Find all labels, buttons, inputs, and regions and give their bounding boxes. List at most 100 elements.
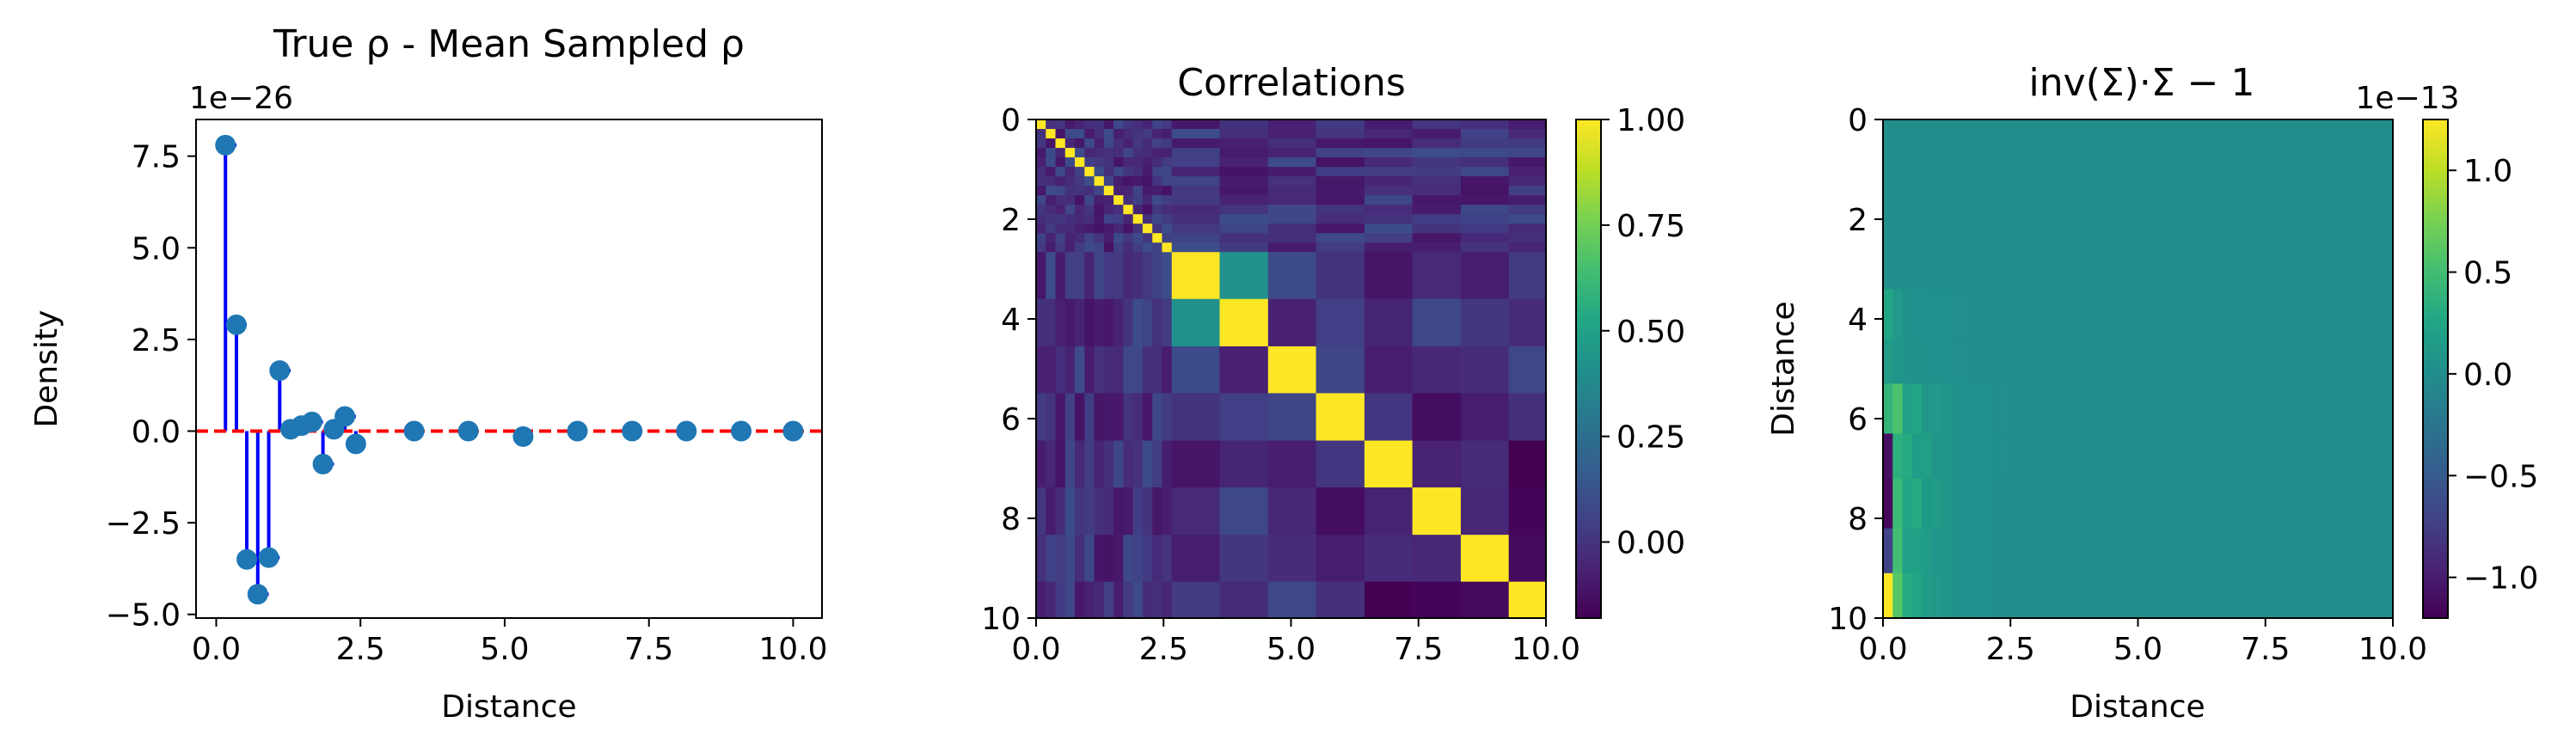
heatmap-cell (1911, 289, 1923, 340)
heatmap-cell (1989, 572, 2000, 619)
heatmap-cell (1460, 176, 1510, 187)
x-tick-label: 7.5 (2241, 632, 2290, 667)
heatmap-cell (1171, 157, 1221, 168)
heatmap-cell (1508, 214, 1547, 224)
heatmap-cell (1267, 298, 1317, 347)
stem-marker (403, 420, 425, 442)
heatmap-cell (1123, 167, 1134, 177)
heatmap-cell (1364, 346, 1414, 395)
heatmap-cell (1103, 205, 1114, 215)
residual-x-axis-label: Distance (2070, 689, 2205, 725)
heatmap-cell (1142, 205, 1153, 215)
heatmap-cell (1412, 167, 1462, 177)
heatmap-cell (1094, 167, 1105, 177)
heatmap-cell (1219, 157, 1269, 168)
heatmap-cell (1132, 223, 1144, 234)
heatmap-cell (1979, 383, 1990, 434)
heatmap-cell (1364, 252, 1414, 300)
heatmap-cell (1103, 346, 1114, 395)
heatmap-cell (1364, 205, 1414, 215)
heatmap-cell (1103, 487, 1114, 536)
stem-marker (269, 360, 291, 382)
heatmap-cell (1316, 119, 1365, 130)
heatmap-cell (1508, 346, 1547, 395)
heatmap-cell (1113, 252, 1125, 300)
heatmap-cell (1316, 167, 1365, 177)
heatmap-cell (1316, 242, 1365, 253)
heatmap-cell (1316, 214, 1365, 224)
heatmap-cell (1123, 242, 1134, 253)
heatmap-cell (1922, 383, 1932, 434)
heatmap-cell (1508, 487, 1547, 536)
heatmap-cell (1142, 223, 1153, 234)
y-tick-label: 0 (1001, 103, 1021, 138)
heatmap-cell (1036, 581, 1046, 619)
y-tick-label: 6 (1848, 402, 1868, 438)
stem-y-tick-label: 7.5 (132, 140, 181, 175)
heatmap-cell (1902, 572, 1913, 619)
heatmap-cell (1960, 433, 1972, 480)
heatmap-cell (1412, 233, 1462, 243)
heatmap-cell (1142, 148, 1153, 158)
heatmap-cell (1508, 298, 1547, 347)
stem-y-tick-label: −5.0 (106, 598, 181, 634)
heatmap-cell (1941, 383, 1952, 434)
heatmap-cell (1123, 581, 1134, 619)
heatmap-cell (1036, 214, 1046, 224)
heatmap-cell (1142, 119, 1153, 130)
heatmap-cell (1064, 157, 1076, 168)
stem-x-tick-label: 0.0 (192, 632, 241, 667)
heatmap-cell (1113, 195, 1125, 205)
heatmap-cell (1219, 129, 1269, 139)
heatmap-cell (1171, 440, 1221, 488)
heatmap-cell (1064, 195, 1076, 205)
stem-marker (301, 411, 322, 432)
heatmap-cell (1103, 148, 1114, 158)
heatmap-cell (1036, 298, 1046, 347)
heatmap-cell (1046, 242, 1057, 253)
heatmap-cell (1075, 195, 1085, 205)
heatmap-cell (1162, 186, 1173, 196)
heatmap-cell (1152, 138, 1163, 149)
stem-y-tick-label: 0.0 (132, 415, 181, 450)
heatmap-cell (1219, 393, 1269, 442)
y-tick-label: 4 (1001, 303, 1021, 338)
heatmap-cell (1960, 528, 1972, 574)
heatmap-cell (1979, 478, 1990, 530)
heatmap-cell (1113, 233, 1125, 243)
heatmap-cell (1132, 205, 1144, 215)
heatmap-cell (1123, 176, 1134, 187)
heatmap-cell (1508, 252, 1547, 300)
heatmap-cell (1142, 214, 1153, 224)
heatmap-cell (1036, 138, 1046, 149)
heatmap-cell (1364, 214, 1414, 224)
heatmap-cell (1046, 186, 1057, 196)
heatmap-cell (1902, 478, 1913, 530)
heatmap-cell (1142, 252, 1153, 300)
heatmap-cell (1103, 535, 1114, 583)
heatmap-cell (1267, 440, 1317, 488)
heatmap-cell (1171, 393, 1221, 442)
heatmap-cell (1460, 393, 1510, 442)
heatmap-cell (1046, 393, 1057, 442)
heatmap-cell (1267, 252, 1317, 300)
heatmap-cell (1171, 129, 1221, 139)
heatmap-cell (1123, 205, 1134, 215)
heatmap-cell (1094, 298, 1105, 347)
heatmap-cell (1364, 138, 1414, 149)
heatmap-cell (1094, 393, 1105, 442)
heatmap-cell (1508, 157, 1547, 168)
heatmap-cell (1084, 138, 1095, 149)
heatmap-cell (1364, 535, 1414, 583)
heatmap-cell (1911, 528, 1923, 574)
heatmap-cell (1460, 205, 1510, 215)
heatmap-cell (1460, 167, 1510, 177)
heatmap-cell (1152, 176, 1163, 187)
heatmap-cell (1103, 298, 1114, 347)
heatmap-cell (1171, 138, 1221, 149)
heatmap-cell (1162, 233, 1173, 243)
heatmap-cell (1316, 157, 1365, 168)
stem-x-axis-label: Distance (441, 689, 576, 725)
heatmap-cell (1316, 298, 1365, 347)
heatmap-cell (1267, 242, 1317, 253)
